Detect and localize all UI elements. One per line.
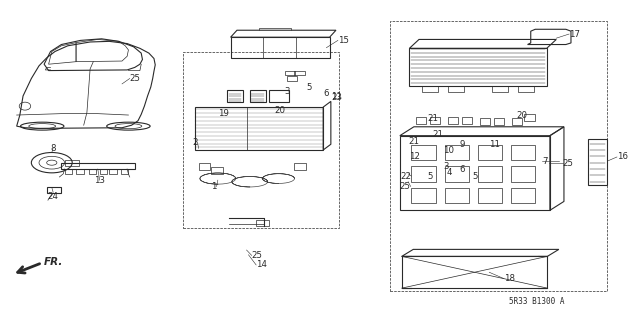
Text: 24: 24 [47,191,59,201]
Bar [462,117,472,124]
Bar [410,48,547,86]
Text: 20: 20 [516,111,528,120]
Bar [230,37,330,58]
Text: 19: 19 [218,109,229,118]
Bar [477,188,502,203]
Bar [294,71,305,75]
Bar [511,188,535,203]
Text: 5: 5 [306,83,312,92]
Text: 2: 2 [192,137,197,146]
Text: 23: 23 [332,93,342,102]
Text: 7: 7 [542,157,548,166]
Bar [511,118,522,124]
Text: 11: 11 [489,140,500,149]
Bar [445,167,468,182]
Bar [511,167,535,182]
Text: 22: 22 [401,172,412,181]
Bar [448,86,464,92]
Bar [89,169,97,174]
Text: 25: 25 [400,182,411,191]
Bar [100,169,108,174]
Bar [61,163,135,169]
Text: 8: 8 [51,144,56,153]
Bar [109,169,117,174]
Bar [412,167,436,182]
Bar [182,51,339,228]
Text: 12: 12 [409,152,420,161]
Text: 14: 14 [256,260,267,270]
Bar [477,145,502,160]
Text: 21: 21 [427,114,438,123]
Bar [211,167,223,174]
Bar [430,117,440,124]
Bar [250,90,266,102]
Bar [511,145,535,160]
Text: 25: 25 [563,159,573,168]
Text: 6: 6 [323,89,329,98]
Text: FR.: FR. [44,257,63,267]
Text: 1: 1 [211,182,216,191]
Bar [198,163,210,170]
Text: 4: 4 [447,168,452,177]
Bar [412,145,436,160]
Text: 21: 21 [408,137,419,145]
Bar [287,76,297,81]
Bar [448,117,458,124]
Bar [493,118,504,125]
Bar [477,167,502,182]
Text: 25: 25 [130,74,141,83]
Bar [227,90,243,102]
Text: 11: 11 [331,92,342,101]
Bar [412,188,436,203]
Bar [445,145,468,160]
Bar [400,136,550,210]
Bar [518,86,534,92]
Text: 5R33 B1300 A: 5R33 B1300 A [509,297,565,306]
Text: 21: 21 [432,130,444,139]
Text: 3: 3 [444,162,449,171]
Bar [588,139,607,185]
Bar [479,118,490,125]
Text: 13: 13 [94,176,105,185]
Bar [524,115,534,122]
Bar [285,71,295,75]
Bar [65,169,72,174]
Bar [76,169,84,174]
Text: 15: 15 [338,36,349,45]
Bar [492,86,508,92]
Text: 3: 3 [285,87,290,96]
Bar [294,163,306,170]
Bar [256,220,269,226]
Bar [269,90,289,102]
Text: 9: 9 [460,140,465,149]
Text: 10: 10 [444,146,454,155]
Text: 5: 5 [472,172,477,181]
Bar [416,117,426,124]
Text: 25: 25 [252,251,262,260]
Text: 16: 16 [617,152,628,161]
Bar [422,86,438,92]
Bar [445,188,468,203]
Text: 18: 18 [504,274,515,283]
Text: 17: 17 [569,30,580,39]
Bar [390,21,607,291]
Bar [65,160,79,166]
Text: 6: 6 [460,165,465,174]
Bar [47,187,61,193]
Bar [402,256,547,288]
Text: 5: 5 [428,172,433,181]
Text: 20: 20 [274,106,285,115]
Bar [121,169,129,174]
Bar [195,107,323,150]
